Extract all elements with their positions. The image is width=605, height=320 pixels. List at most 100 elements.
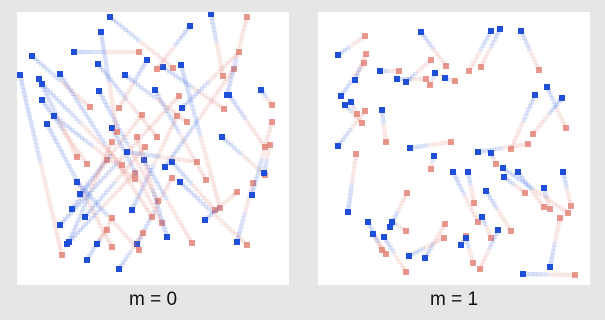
segment-dot <box>397 259 402 264</box>
segment-dot <box>120 98 126 104</box>
segment-dot <box>54 75 59 80</box>
segment-dot <box>496 208 501 214</box>
segment <box>403 57 434 85</box>
segment-dot <box>200 144 206 149</box>
segment-dot <box>359 36 364 41</box>
segment-dot <box>219 66 224 71</box>
segment-dot <box>98 223 104 229</box>
segment-dot <box>196 164 201 169</box>
segment-dot <box>265 135 270 140</box>
segment-dot <box>131 204 136 209</box>
segment-dot <box>440 225 446 230</box>
segment-dot <box>181 138 186 144</box>
segment-dot <box>374 237 379 242</box>
segment-dot <box>90 184 96 189</box>
segment-dot <box>548 261 553 266</box>
red-endpoint <box>568 203 574 209</box>
segment-dot <box>516 186 522 191</box>
segment-dot <box>139 85 144 90</box>
segment-dot <box>89 142 94 148</box>
segment-dot <box>544 194 549 199</box>
segment-dot <box>132 188 138 193</box>
segment-dot <box>47 201 53 207</box>
segment-dot <box>188 128 193 134</box>
segment-dot <box>53 117 58 122</box>
segment-dot <box>66 137 71 142</box>
segment-dot <box>61 126 66 131</box>
segment-dot <box>156 207 162 213</box>
segment-dot <box>111 193 116 198</box>
segment-dot <box>85 182 90 187</box>
segment-dot <box>485 51 491 56</box>
segment-dot <box>244 156 249 161</box>
segment-dot <box>498 146 504 151</box>
segment-dot <box>91 197 96 202</box>
segment <box>342 102 365 126</box>
segment-dot <box>100 68 106 73</box>
segment-dot <box>132 122 137 127</box>
segment-dot <box>348 190 353 195</box>
segment-dot <box>185 100 190 105</box>
segment-dot <box>126 236 131 241</box>
segment <box>442 75 458 84</box>
segment <box>488 150 499 167</box>
segment-dot <box>218 86 223 91</box>
segment-dot <box>37 158 43 164</box>
segment-dot <box>202 147 207 153</box>
segment-dot <box>513 136 518 141</box>
segment-dot <box>428 245 434 250</box>
segment-dot <box>162 227 167 232</box>
segment-dot <box>440 141 445 146</box>
segment-dot <box>92 180 97 185</box>
segment-dot <box>199 91 204 96</box>
segment-dot <box>118 102 124 107</box>
segment-dot <box>137 150 142 156</box>
segment-dot <box>524 110 530 116</box>
segment-dot <box>119 143 124 148</box>
red-endpoint <box>466 68 472 74</box>
segment-dot <box>534 195 540 200</box>
segment-dot <box>262 146 267 152</box>
segment-dot <box>552 272 558 277</box>
segment-dot <box>64 133 69 138</box>
segment-dot <box>235 235 241 241</box>
segment-dot <box>164 67 169 72</box>
segment-dot <box>47 198 52 203</box>
segment-dot <box>207 201 212 207</box>
segment-dot <box>523 39 529 44</box>
blue-endpoint <box>547 264 553 270</box>
red-endpoint <box>563 125 569 131</box>
segment-dot <box>73 225 78 230</box>
segment-dot <box>247 159 252 164</box>
segment-dot <box>432 238 438 244</box>
segment-dot <box>59 149 65 155</box>
segment-dot <box>346 202 352 207</box>
segment-dot <box>90 187 95 192</box>
blue-endpoint <box>134 241 140 247</box>
red-endpoint <box>470 260 476 266</box>
blue-endpoint <box>141 157 147 163</box>
segment-dot <box>137 142 142 147</box>
segment-dot <box>22 92 27 97</box>
segment-dot <box>211 75 216 80</box>
segment-dot <box>492 158 497 163</box>
segment-dot <box>161 57 167 62</box>
blue-endpoint <box>458 242 464 248</box>
segment-dot <box>130 81 136 87</box>
segment-dot <box>112 117 118 123</box>
segment-dot <box>211 210 216 215</box>
segment-dot <box>145 192 150 198</box>
segment-dot <box>431 74 436 80</box>
segment-dot <box>428 142 433 148</box>
segment-dot <box>427 243 433 248</box>
blue-endpoint <box>342 102 348 108</box>
segment-dot <box>137 194 142 200</box>
segment-dot <box>132 49 138 55</box>
segment <box>348 99 360 117</box>
segment-dot <box>195 124 201 129</box>
segment-dot <box>452 173 457 178</box>
segment-dot <box>77 101 82 107</box>
segment-dot <box>73 145 78 151</box>
segment-dot <box>165 105 170 110</box>
segment-dot <box>526 183 532 189</box>
